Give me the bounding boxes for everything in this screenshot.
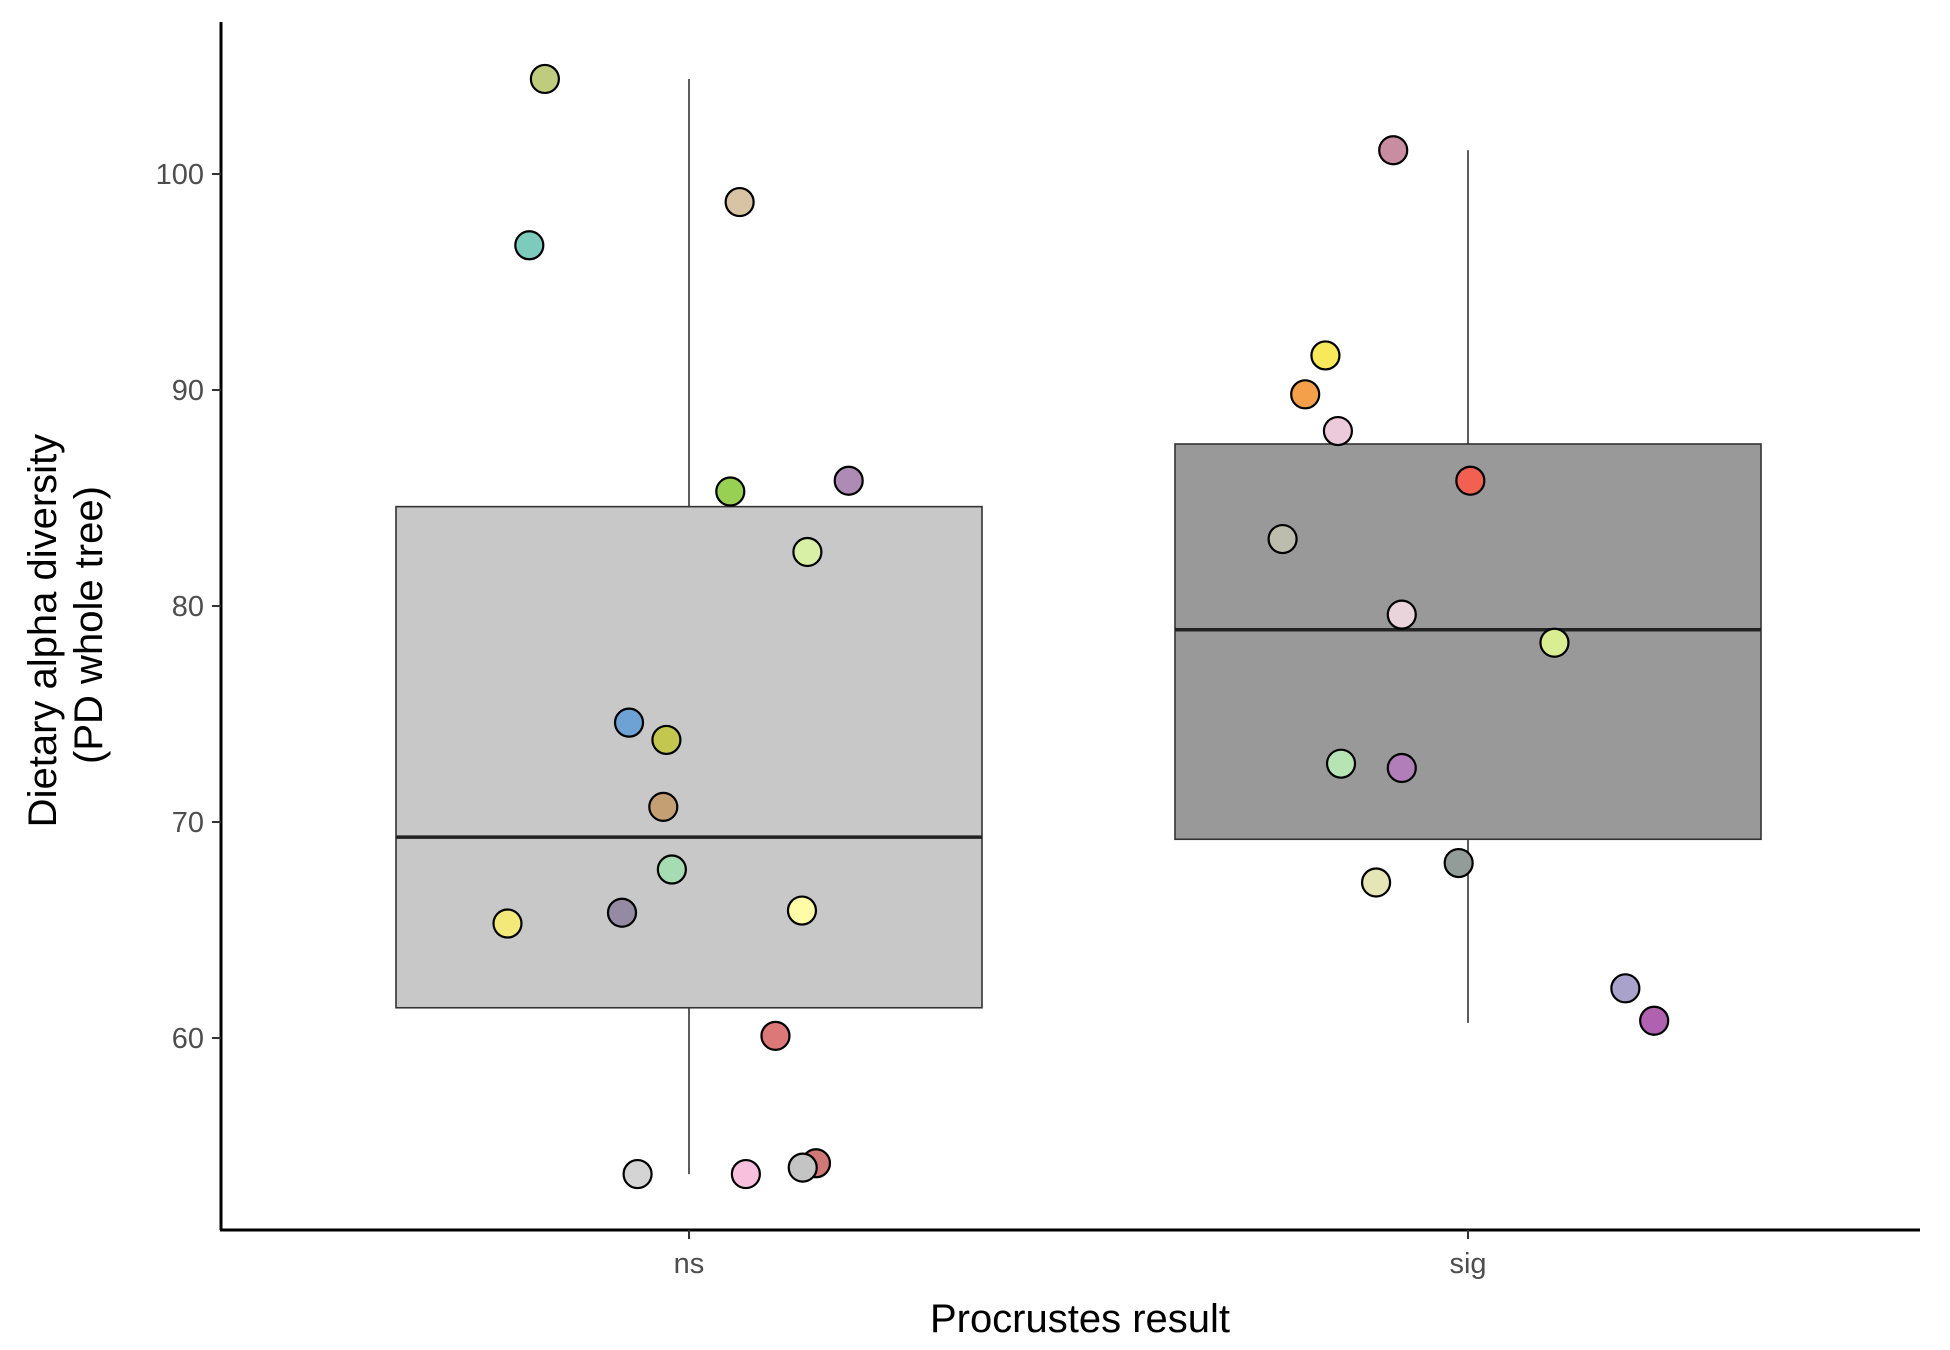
data-point [833, 465, 864, 496]
data-point [1455, 465, 1486, 496]
boxes-layer [395, 78, 1762, 1175]
data-point [786, 895, 818, 926]
data-point [1325, 748, 1357, 779]
x-axis-title: Procrustes result [930, 1297, 1230, 1341]
y-tick-label: 70 [172, 807, 204, 839]
data-point [1360, 867, 1392, 898]
y-axis-title: Dietary alpha diversity (PD whole tree) [21, 423, 111, 828]
data-point [613, 707, 645, 738]
y-tick-label: 80 [172, 591, 204, 623]
data-point [648, 791, 679, 822]
data-point [1378, 135, 1409, 166]
x-tick-label: sig [1449, 1248, 1486, 1280]
y-tick-label: 90 [172, 375, 204, 407]
y-axis-title-line-1: Dietary alpha diversity [21, 434, 65, 828]
data-point [1443, 847, 1474, 879]
data-point [492, 908, 523, 939]
data-point [529, 63, 560, 95]
data-point [1267, 523, 1298, 555]
y-tick-label: 100 [156, 159, 204, 191]
data-point [1386, 599, 1417, 630]
y-tick-label: 60 [172, 1023, 204, 1055]
data-point [1290, 379, 1321, 410]
data-point [1639, 1005, 1670, 1036]
box-sig [1174, 443, 1762, 841]
data-point [1322, 415, 1354, 447]
data-point [1386, 752, 1417, 784]
data-point [1539, 627, 1570, 658]
x-tick-label: ns [674, 1248, 705, 1280]
ticks-layer: 60 70 80 90 100 ns sig [156, 159, 1487, 1280]
box-ns [395, 505, 983, 1009]
data-point [514, 230, 545, 261]
data-point [1310, 340, 1341, 371]
data-point [622, 1158, 653, 1190]
data-point [760, 1020, 791, 1051]
data-point [606, 897, 638, 928]
data-point [651, 724, 682, 756]
points-layer [492, 63, 1670, 1190]
data-point [730, 1158, 761, 1190]
data-point [724, 186, 755, 218]
data-point [787, 1152, 818, 1183]
data-point [715, 476, 746, 507]
data-point [656, 854, 687, 885]
y-axis-title-line-2: (PD whole tree) [67, 486, 111, 764]
data-point [1610, 973, 1641, 1004]
axes-layer [219, 22, 1920, 1232]
data-point [792, 536, 823, 568]
